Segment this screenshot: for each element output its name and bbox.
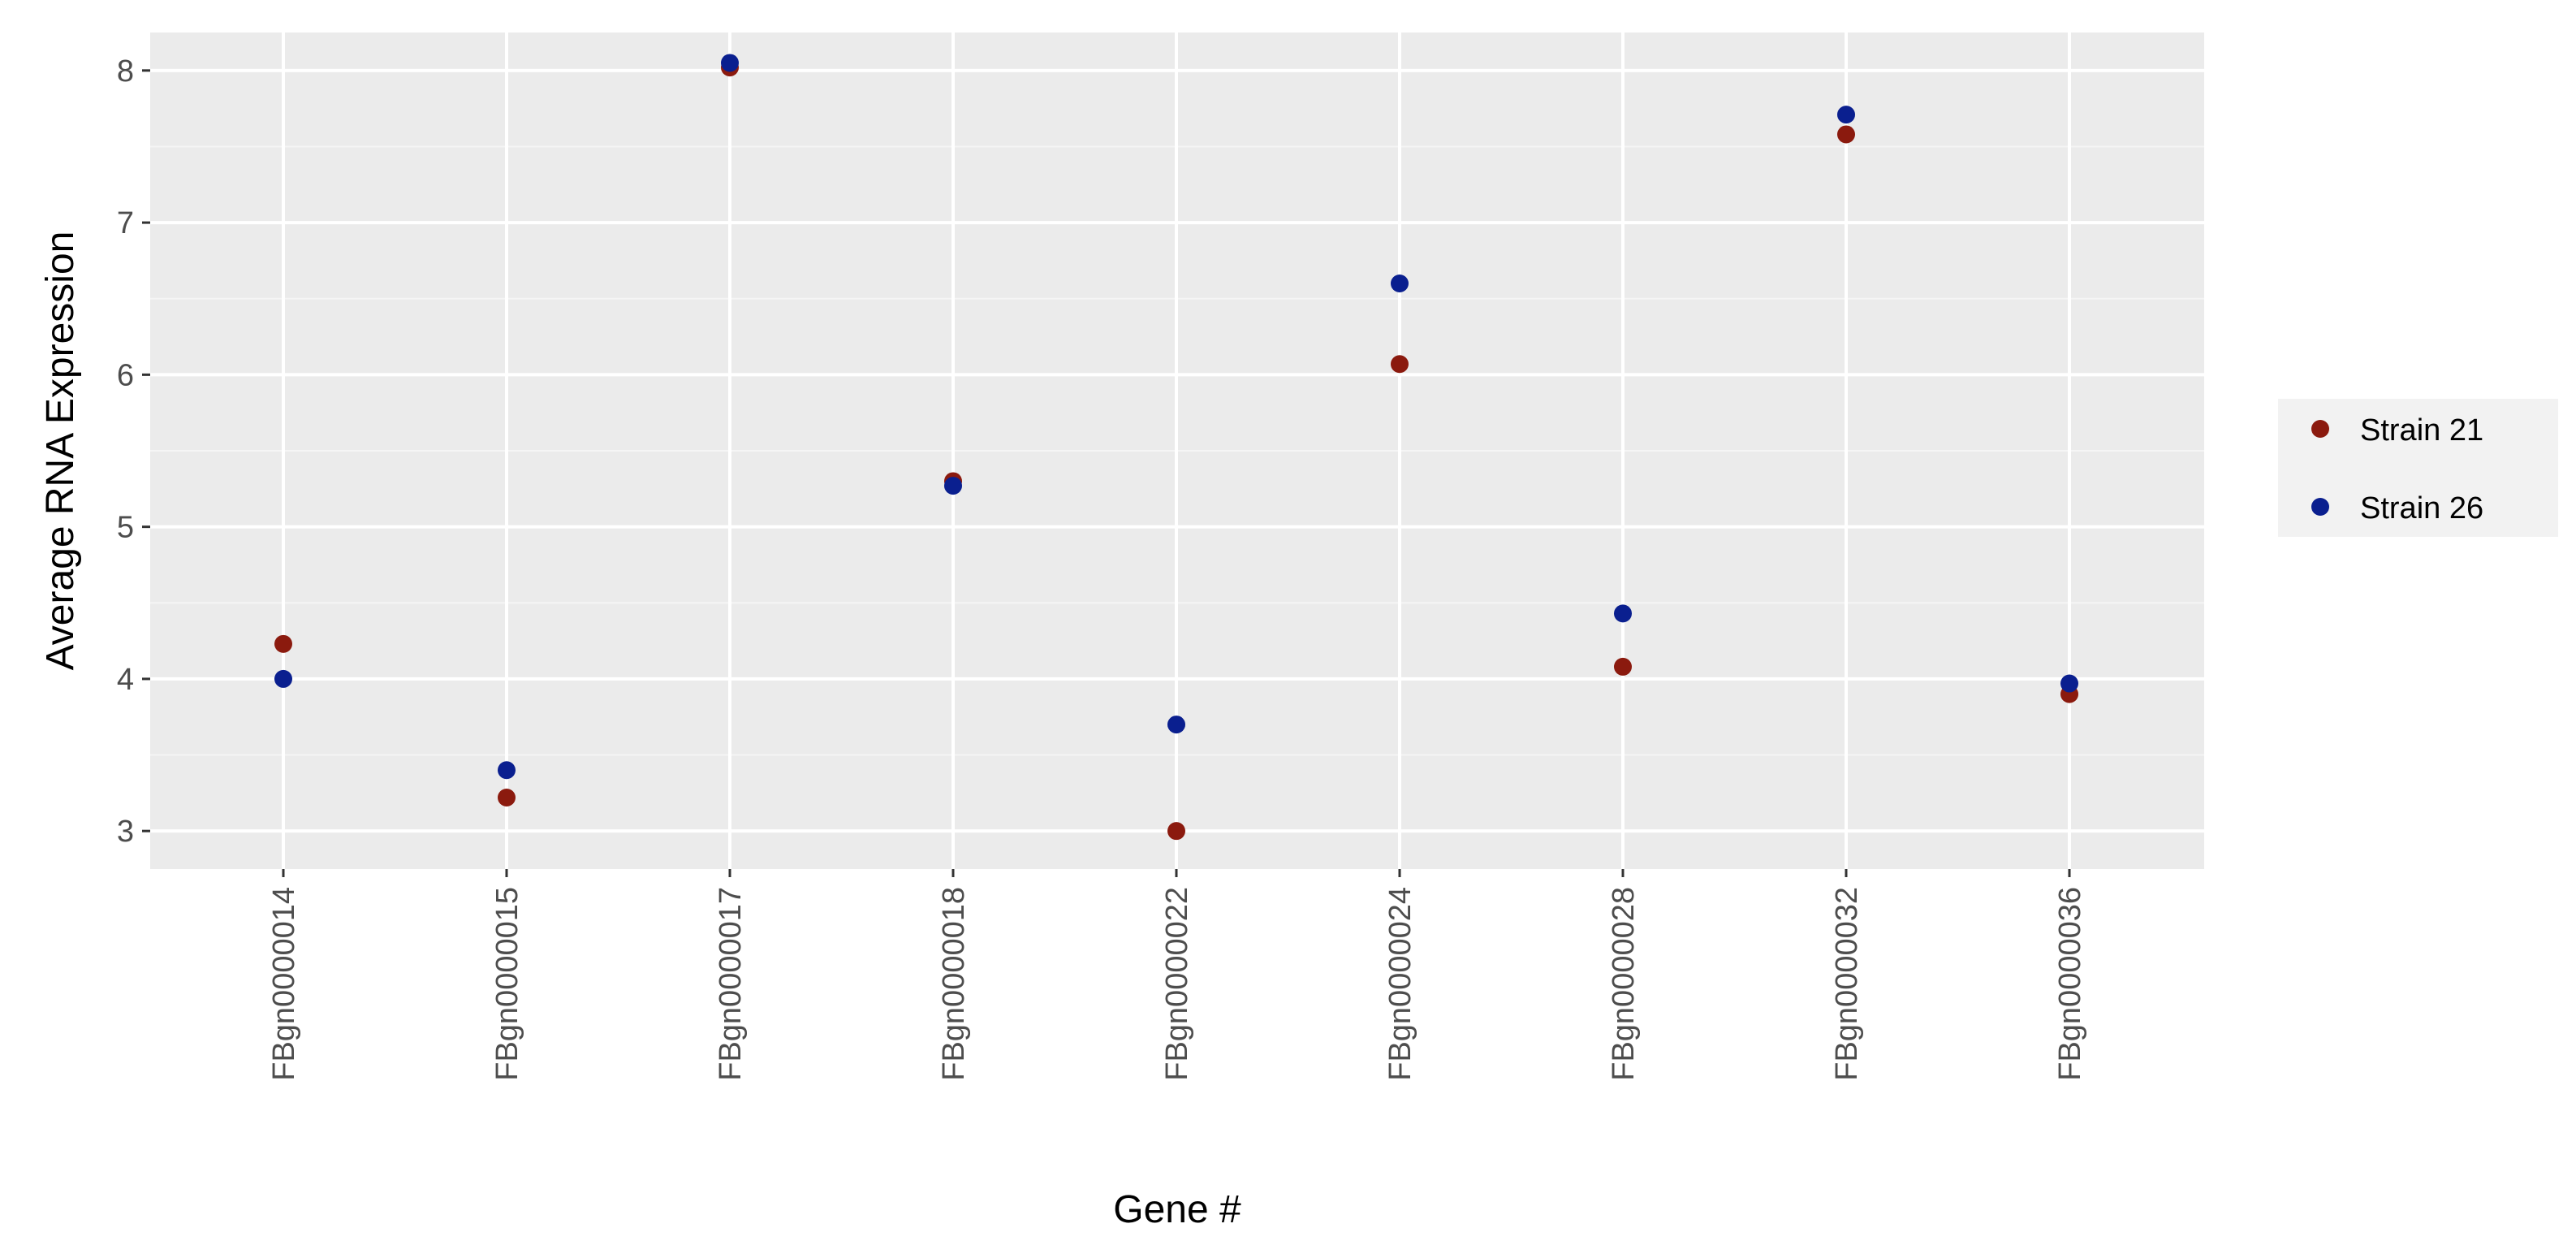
x-tick-label: FBgn0000022 — [1160, 887, 1194, 1081]
x-tick-label: FBgn0000017 — [714, 887, 748, 1081]
point-strain-21-fbgn0000028 — [1614, 657, 1632, 676]
point-strain-21-fbgn0000032 — [1837, 125, 1855, 144]
point-strain-26-fbgn0000032 — [1837, 106, 1855, 124]
point-strain-21-fbgn0000014 — [274, 634, 292, 653]
x-tick-label: FBgn0000015 — [490, 887, 524, 1081]
legend-label-strain-21: Strain 21 — [2360, 413, 2483, 448]
y-tick-label: 8 — [117, 54, 134, 89]
major-gridlines — [150, 32, 2204, 869]
x-tick-label: FBgn0000024 — [1383, 887, 1417, 1081]
point-strain-26-fbgn0000017 — [721, 54, 739, 72]
y-axis-title: Average RNA Expression — [39, 231, 82, 671]
data-points — [274, 54, 2078, 841]
point-strain-26-fbgn0000036 — [2060, 674, 2078, 693]
legend-label-strain-26: Strain 26 — [2360, 491, 2483, 525]
legend-key-strain-21 — [2311, 420, 2329, 438]
point-strain-21-fbgn0000024 — [1391, 355, 1409, 374]
y-tick-label: 5 — [117, 511, 134, 545]
x-axis-ticks: FBgn0000014 FBgn0000015 FBgn0000017 FBgn000… — [267, 869, 2087, 1081]
x-tick-label: FBgn0000018 — [937, 887, 971, 1081]
point-strain-26-fbgn0000018 — [944, 477, 962, 495]
x-tick-label: FBgn0000014 — [267, 887, 301, 1081]
point-strain-26-fbgn0000022 — [1167, 716, 1185, 734]
point-strain-21-fbgn0000015 — [498, 788, 516, 806]
point-strain-26-fbgn0000015 — [498, 761, 516, 780]
point-strain-26-fbgn0000024 — [1391, 275, 1409, 292]
x-tick-label: FBgn0000036 — [2053, 887, 2087, 1081]
y-axis-ticks: 3 4 5 6 7 8 — [117, 54, 150, 849]
point-strain-26-fbgn0000028 — [1614, 604, 1632, 623]
y-tick-label: 3 — [117, 815, 134, 849]
point-strain-26-fbgn0000014 — [274, 669, 292, 688]
x-axis-title: Gene # — [1113, 1188, 1241, 1231]
point-strain-21-fbgn0000022 — [1167, 822, 1185, 841]
y-tick-label: 6 — [117, 358, 134, 392]
x-tick-label: FBgn0000028 — [1607, 887, 1641, 1081]
legend-key-strain-26 — [2311, 498, 2329, 516]
x-tick-label: FBgn0000032 — [1830, 887, 1864, 1081]
legend: Strain 21 Strain 26 — [2278, 399, 2558, 537]
y-tick-label: 7 — [117, 206, 134, 240]
y-tick-label: 4 — [117, 663, 134, 697]
